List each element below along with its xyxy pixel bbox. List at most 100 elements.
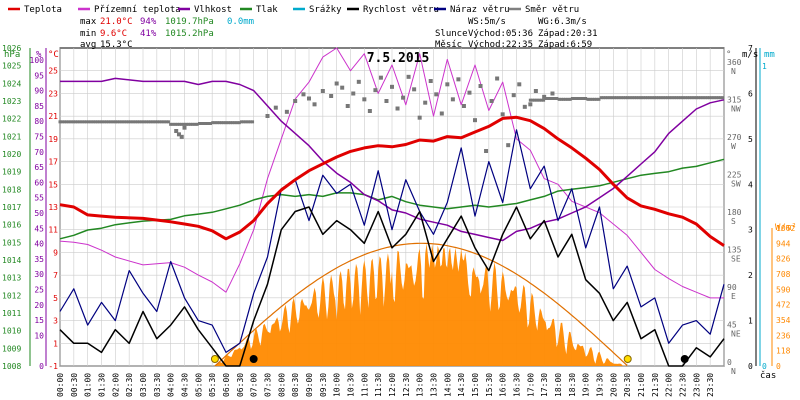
tick-solar: 590 (776, 285, 791, 294)
tick-hpa: 1021 (2, 132, 21, 141)
stat-min-temp: 9.6°C (100, 29, 127, 39)
wind-direction-point (484, 149, 489, 153)
sun-rise: Východ:05:36 (468, 29, 533, 39)
wind-direction-point (228, 121, 232, 125)
wind-direction-point (568, 97, 572, 101)
wind-direction-point (235, 121, 239, 125)
wind-direction-point (58, 120, 62, 124)
tick-time: 15:00 (471, 373, 480, 397)
tick-direction: E (731, 292, 736, 301)
tick-celsius: 17 (48, 158, 58, 167)
wind-direction-point (155, 120, 159, 124)
wind-direction-point (122, 120, 126, 124)
legend-label-rychlost: Rychlost větru (363, 5, 439, 15)
wind-direction-point (439, 111, 444, 116)
wind-direction-point (109, 120, 113, 124)
wind-direction-point (153, 120, 157, 124)
wind-direction-point (661, 96, 665, 100)
tick-hpa: 1009 (2, 344, 21, 353)
wind-direction-point (601, 96, 605, 100)
unit-rain: mm (764, 50, 775, 60)
tick-time: 23:30 (706, 373, 715, 397)
tick-celsius: 25 (48, 67, 58, 76)
wind-direction-point (679, 96, 683, 100)
wind-direction-point (82, 120, 86, 124)
tick-solar: 0 (776, 362, 781, 371)
wind-direction-point (500, 112, 505, 117)
tick-time: 21:30 (651, 373, 660, 397)
wind-direction-point (178, 122, 182, 126)
wind-direction-point (703, 96, 707, 100)
wind-direction-point (233, 121, 237, 125)
tick-time: 01:30 (98, 373, 107, 397)
wind-direction-point (351, 91, 356, 96)
axis-left: 1008100910101011101210131014101510161017… (2, 44, 58, 371)
wind-direction-point (677, 96, 681, 100)
stat-min-label: min (80, 29, 96, 39)
wind-direction-point (657, 96, 661, 100)
tick-percent: 75 (34, 133, 44, 142)
tick-hpa: 1016 (2, 221, 21, 230)
tick-celsius: 15 (48, 180, 58, 189)
tick-percent: 35 (34, 255, 44, 264)
tick-time: 02:30 (125, 373, 134, 397)
wind-direction-point (719, 96, 723, 100)
tick-percent: 85 (34, 102, 44, 111)
tick-percent: 0 (39, 362, 44, 371)
wind-direction-point (87, 120, 91, 124)
moon-rise: Východ:22:35 (468, 40, 533, 50)
tick-celsius: 3 (53, 317, 58, 326)
wind-direction-point (584, 97, 588, 100)
wind-direction-point (215, 121, 219, 125)
tick-celsius: -1 (48, 362, 58, 371)
wind-direction-point (652, 96, 656, 100)
tick-time: 00:30 (70, 373, 79, 397)
tick-degrees: 180 (727, 208, 742, 217)
tick-solar: 236 (776, 331, 791, 340)
wind-direction-point (67, 120, 71, 124)
wind-direction-point (450, 97, 455, 102)
tick-rain: 1 (762, 62, 767, 71)
wind-direction-point (320, 89, 325, 93)
wind-direction-point (189, 122, 193, 126)
wind-direction-point (246, 120, 250, 124)
tick-time: 10:00 (333, 373, 342, 397)
tick-hpa: 1011 (2, 309, 21, 318)
tick-time: 06:30 (236, 373, 245, 397)
legend-label-prizemni: Přízemní teplota (94, 5, 181, 15)
tick-wind: 3 (748, 226, 753, 235)
wind-direction-point (528, 102, 533, 107)
wind-direction-point (506, 143, 511, 148)
wind-direction-point (621, 96, 625, 100)
tick-hpa: 1025 (2, 62, 21, 71)
wind-direction-point (160, 120, 164, 124)
wind-direction-point (265, 114, 270, 118)
wind-direction-point (659, 96, 663, 100)
wind-direction-point (213, 121, 217, 125)
unit-degrees: ° (726, 50, 731, 60)
wind-direction-point (630, 96, 634, 100)
tick-hpa: 1023 (2, 97, 21, 106)
wind-direction-point (395, 106, 400, 111)
wind-direction-point (643, 96, 647, 100)
tick-percent: 45 (34, 224, 44, 233)
tick-degrees: 135 (727, 246, 742, 255)
wind-direction-point (535, 98, 539, 102)
wind-direction-point (345, 104, 350, 108)
tick-percent: 100 (30, 56, 45, 65)
wind-direction-point (104, 120, 108, 124)
tick-percent: 15 (34, 316, 44, 325)
wind-direction-point (586, 97, 590, 101)
tick-time: 00:00 (56, 373, 65, 397)
wind-direction-point (140, 120, 144, 124)
wind-direction-point (224, 121, 228, 125)
wind-direction-point (367, 109, 372, 113)
tick-hpa: 1024 (2, 79, 21, 88)
legend: Teplota Přízemní teplota Vlhkost Tlak Srážky… (8, 5, 579, 15)
wind-direction-point (533, 89, 538, 93)
tick-time: 01:00 (84, 373, 93, 397)
legend-label-smer: Směr větru (525, 5, 579, 15)
tick-celsius: 7 (53, 271, 58, 280)
wind-direction-point (708, 96, 712, 100)
tick-time: 21:00 (637, 373, 646, 397)
